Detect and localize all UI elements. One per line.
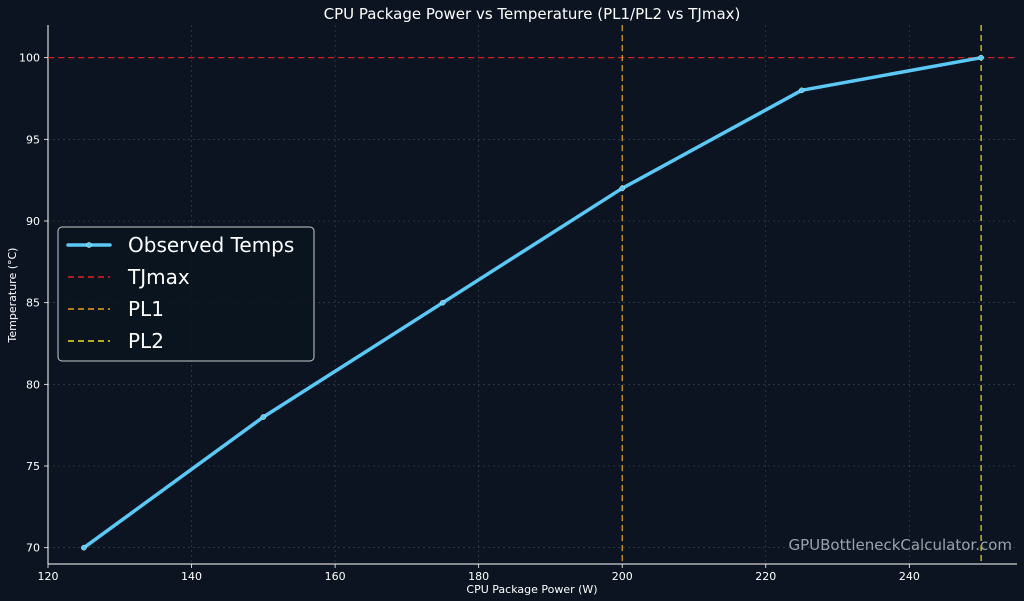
y-tick-label: 70	[26, 542, 40, 555]
legend-marker	[86, 242, 92, 248]
tick-labels: 120 140 160 180 200 220 240 70 75 80 85 90 95 100	[19, 52, 920, 583]
x-tick-label: 120	[38, 570, 59, 583]
legend-label: PL1	[128, 297, 164, 321]
y-tick-label: 85	[26, 297, 40, 310]
y-tick-label: 90	[26, 215, 40, 228]
chart-title: CPU Package Power vs Temperature (PL1/PL…	[324, 5, 741, 23]
data-point	[439, 299, 446, 306]
legend-label: PL2	[128, 329, 164, 353]
y-tick-label: 95	[26, 133, 40, 146]
series-line	[82, 55, 983, 550]
data-point	[81, 544, 87, 551]
x-tick-label: 180	[468, 570, 489, 583]
legend: Observed Temps TJmax PL1 PL2	[57, 226, 315, 362]
y-tick-label: 80	[26, 378, 40, 391]
x-tick-label: 140	[181, 570, 202, 583]
legend-box	[57, 226, 315, 362]
data-point	[260, 414, 267, 420]
data-point	[619, 185, 626, 192]
watermark: GPUBottleneckCalculator.com	[788, 536, 1012, 554]
x-tick-label: 240	[899, 570, 920, 583]
y-tick-label: 100	[19, 52, 40, 65]
y-tick-label: 75	[26, 460, 40, 473]
data-point	[978, 54, 984, 61]
x-tick-label: 220	[755, 570, 776, 583]
legend-label: Observed Temps	[128, 233, 294, 257]
data-point	[798, 87, 805, 94]
x-tick-label: 160	[325, 570, 346, 583]
x-tick-label: 200	[612, 570, 633, 583]
axes	[44, 25, 1017, 568]
reference-lines	[48, 25, 1017, 564]
legend-label: TJmax	[127, 265, 190, 289]
series-group	[81, 54, 984, 551]
y-axis-label: Temperature (°C)	[6, 248, 19, 344]
x-axis-label: CPU Package Power (W)	[466, 583, 597, 596]
